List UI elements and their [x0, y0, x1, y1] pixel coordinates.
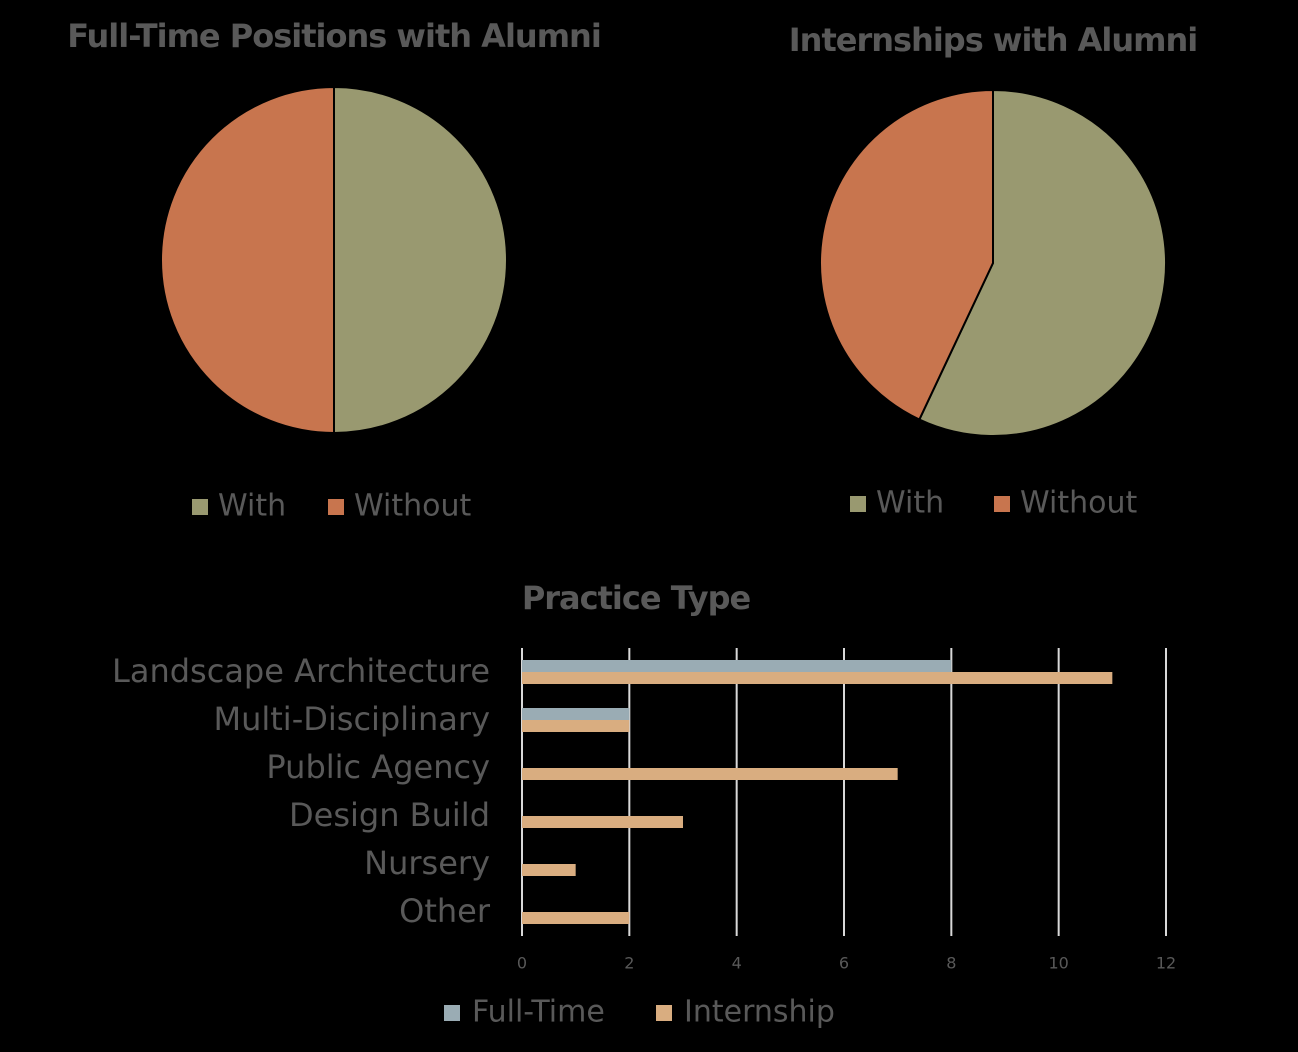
x-tick-label: 10 [1048, 954, 1068, 973]
legend-label: Internship [684, 995, 835, 1030]
bar [522, 708, 630, 720]
bar [522, 768, 898, 780]
legend-swatch [444, 1005, 460, 1021]
legend-swatch [850, 496, 866, 512]
legend-label: Without [354, 489, 471, 524]
bar [522, 720, 630, 732]
chart-title: Internships with Alumni [789, 21, 1198, 59]
y-tick-label: Design Build [289, 796, 490, 834]
bar [522, 912, 630, 924]
legend-label: Without [1020, 486, 1137, 521]
x-tick-label: 2 [624, 954, 634, 973]
legend-swatch [994, 496, 1010, 512]
y-tick-label: Landscape Architecture [112, 652, 490, 690]
bar [522, 660, 952, 672]
x-tick-label: 8 [946, 954, 956, 973]
pie-slice [160, 85, 335, 435]
chart-title: Full-Time Positions with Alumni [67, 17, 601, 55]
legend-swatch [192, 499, 208, 515]
bar [522, 864, 576, 876]
y-tick-label: Multi-Disciplinary [213, 700, 490, 738]
pie-slice [918, 88, 1167, 437]
bar [522, 672, 1113, 684]
x-tick-label: 12 [1156, 954, 1176, 973]
legend-label: With [218, 489, 286, 524]
y-tick-label: Other [399, 892, 491, 930]
x-tick-label: 6 [839, 954, 849, 973]
legend-swatch [328, 499, 344, 515]
x-tick-label: 4 [732, 954, 742, 973]
y-tick-label: Public Agency [266, 748, 490, 786]
bar [522, 816, 683, 828]
y-tick-label: Nursery [364, 844, 490, 882]
legend-label: With [876, 486, 944, 521]
x-tick-label: 0 [517, 954, 527, 973]
chart-title: Practice Type [522, 579, 751, 617]
legend-swatch [656, 1005, 672, 1021]
pie-slice [333, 85, 508, 435]
pie-slice [819, 88, 994, 421]
legend-label: Full-Time [472, 995, 605, 1030]
